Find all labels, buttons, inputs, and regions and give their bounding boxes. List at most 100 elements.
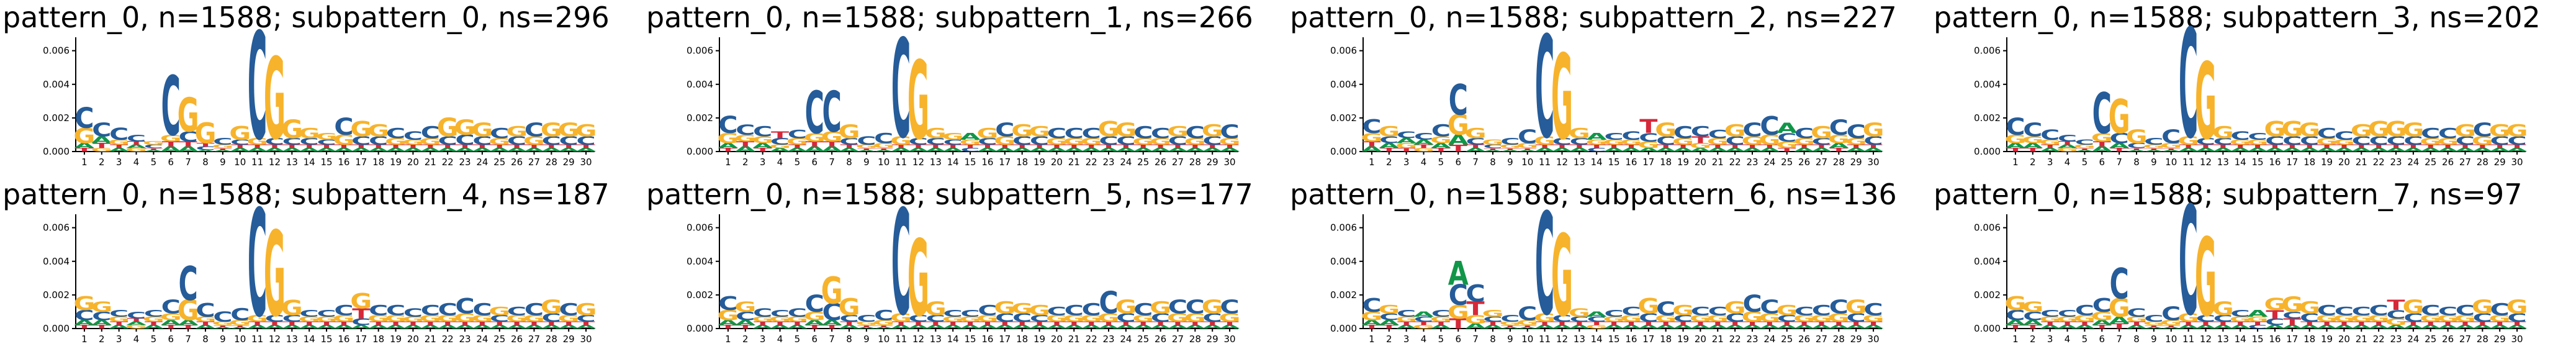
logo-letter-t: T — [2491, 321, 2509, 327]
svg-text:A: A — [1742, 324, 1762, 330]
logo-letter-c: C — [1065, 125, 1084, 142]
svg-text:C: C — [1570, 136, 1589, 147]
svg-text:G: G — [489, 304, 510, 318]
logo-letter-c: C — [92, 309, 111, 323]
svg-text:C: C — [1012, 134, 1032, 148]
svg-text:A: A — [454, 147, 475, 153]
logo-letter-a: A — [2178, 147, 2199, 153]
svg-text:A: A — [1534, 324, 1555, 330]
logo-letter-g: G — [2420, 313, 2441, 324]
logo-letter-c: C — [2300, 311, 2319, 325]
svg-text:T: T — [543, 144, 561, 150]
svg-text:A: A — [1098, 147, 1119, 153]
logo-letter-a: A — [1621, 324, 1641, 330]
logo-letter-t: T — [110, 321, 128, 327]
svg-text:C: C — [2369, 134, 2388, 148]
x-tick-label: 23 — [1102, 334, 1114, 345]
x-tick-label: 24 — [2407, 334, 2419, 345]
svg-text:G: G — [1620, 313, 1642, 324]
svg-text:T: T — [1362, 324, 1380, 330]
svg-text:T: T — [2179, 144, 2197, 150]
logo-letter-a: A — [1396, 324, 1416, 330]
logo-letter-t: T — [719, 324, 737, 330]
logo-letter-c: C — [542, 134, 561, 148]
logo-letter-t: T — [75, 147, 93, 153]
x-tick-label: 30 — [2511, 157, 2523, 168]
logo-letter-g: G — [1132, 313, 1154, 324]
logo-letter-g: G — [2247, 138, 2269, 147]
logo-letter-t: T — [1743, 321, 1761, 327]
logo-letter-g: G — [91, 147, 112, 153]
svg-text:C: C — [317, 308, 336, 319]
svg-text:G: G — [2402, 119, 2424, 141]
x-tick-label: 18 — [1660, 334, 1672, 345]
x-tick-label: 29 — [1850, 334, 1862, 345]
logo-letter-a: A — [195, 150, 216, 152]
x-tick-label: 20 — [407, 334, 419, 345]
logo-letter-g: G — [523, 134, 545, 148]
panel-title: pattern_0, n=1588; subpattern_5, ns=177 — [646, 178, 1253, 211]
svg-text:T: T — [248, 321, 266, 327]
logo-letter-t: T — [456, 144, 474, 150]
logo-letter-t: T — [387, 144, 405, 150]
x-tick-label: 12 — [1556, 157, 1568, 168]
svg-text:C: C — [1708, 304, 1727, 318]
logo-letter-a: A — [2074, 324, 2095, 330]
logo-letter-a: A — [960, 131, 981, 142]
logo-letter-t: T — [2214, 144, 2232, 150]
svg-text:G: G — [873, 319, 894, 327]
logo-letter-a: A — [1742, 147, 1762, 153]
svg-text:A: A — [873, 150, 894, 152]
svg-text:A: A — [524, 147, 544, 153]
svg-text:G: G — [717, 130, 739, 147]
logo-letter-a: A — [385, 324, 406, 330]
logo-letter-t: T — [2127, 148, 2146, 150]
logo-letter-g: G — [160, 311, 182, 322]
svg-text:G: G — [2004, 132, 2026, 146]
logo-letter-t: T — [2353, 321, 2371, 327]
logo-letter-g: G — [143, 141, 164, 147]
logo-letter-a: A — [1863, 147, 1884, 153]
svg-text:T: T — [369, 144, 387, 150]
logo-letter-g: G — [2109, 293, 2130, 323]
svg-text:T: T — [2404, 144, 2422, 150]
x-tick-label: 27 — [528, 157, 540, 168]
x-tick-label: 21 — [1068, 157, 1080, 168]
y-tick-label: 0.000 — [1330, 146, 1357, 157]
x-tick-label: 27 — [2459, 157, 2471, 168]
svg-text:T: T — [75, 147, 93, 153]
logo-letter-t: T — [369, 321, 387, 327]
x-tick-label: 18 — [1016, 334, 1028, 345]
svg-text:A: A — [576, 324, 597, 330]
x-tick-label: 29 — [563, 334, 575, 345]
svg-text:G: G — [1863, 119, 1885, 141]
svg-text:T: T — [1449, 143, 1467, 154]
svg-text:A: A — [317, 324, 337, 330]
logo-letter-t: T — [2041, 321, 2059, 327]
logo-letter-g: G — [333, 132, 354, 148]
logo-letter-c: C — [386, 302, 405, 319]
logo-letter-a: A — [1413, 138, 1434, 147]
logo-letter-g: G — [2143, 321, 2164, 327]
svg-text:C: C — [943, 308, 963, 319]
svg-text:G: G — [2177, 311, 2199, 325]
svg-text:A: A — [2248, 308, 2268, 319]
logo-letter-t: T — [2093, 324, 2111, 330]
svg-text:A: A — [368, 147, 389, 153]
svg-text:A: A — [351, 147, 371, 153]
svg-text:A: A — [1655, 324, 1676, 330]
logo-letter-a: A — [770, 147, 790, 153]
logo-letter-g: G — [2074, 313, 2096, 324]
logo-letter-c: C — [300, 136, 319, 147]
logo-letter-t: T — [231, 325, 250, 327]
svg-text:A: A — [804, 319, 826, 327]
logo-letter-c: C — [2335, 304, 2354, 318]
svg-text:C: C — [2196, 136, 2215, 147]
svg-text:G: G — [1776, 302, 1798, 319]
logo-letter-t: T — [1778, 321, 1796, 327]
svg-text:G: G — [1516, 319, 1538, 327]
svg-text:A: A — [1638, 324, 1659, 330]
logo-letter-a: A — [994, 324, 1015, 330]
svg-text:C: C — [2490, 301, 2510, 319]
svg-text:G: G — [333, 313, 354, 324]
